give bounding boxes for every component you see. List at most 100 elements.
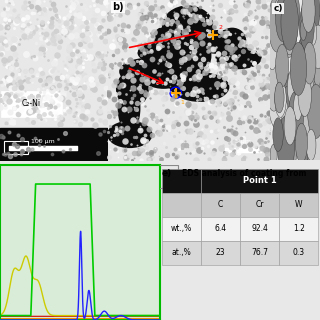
Text: 23: 23 bbox=[216, 248, 225, 257]
Circle shape bbox=[275, 26, 282, 49]
Circle shape bbox=[297, 108, 314, 161]
Ellipse shape bbox=[138, 42, 180, 63]
Circle shape bbox=[268, 0, 286, 52]
Ellipse shape bbox=[172, 72, 229, 102]
Bar bbox=[240, 193, 279, 217]
Circle shape bbox=[306, 129, 316, 161]
Circle shape bbox=[299, 47, 315, 98]
Bar bbox=[201, 217, 240, 241]
Circle shape bbox=[282, 9, 296, 58]
Text: 6.4: 6.4 bbox=[214, 224, 227, 233]
Circle shape bbox=[307, 49, 320, 94]
Circle shape bbox=[266, 58, 282, 111]
Ellipse shape bbox=[164, 32, 212, 79]
Circle shape bbox=[303, 67, 317, 112]
Ellipse shape bbox=[195, 30, 244, 54]
Circle shape bbox=[308, 141, 316, 169]
Circle shape bbox=[309, 80, 316, 102]
Circle shape bbox=[306, 94, 320, 142]
Text: W: W bbox=[295, 200, 302, 209]
Bar bbox=[201, 241, 240, 265]
Circle shape bbox=[273, 118, 283, 151]
Circle shape bbox=[281, 0, 298, 50]
Bar bbox=[201, 169, 318, 193]
Text: C: C bbox=[218, 200, 223, 209]
Circle shape bbox=[311, 129, 320, 181]
Circle shape bbox=[292, 58, 305, 98]
Circle shape bbox=[282, 7, 297, 55]
Bar bbox=[162, 169, 201, 193]
Ellipse shape bbox=[162, 5, 214, 48]
Circle shape bbox=[305, 58, 314, 86]
Circle shape bbox=[304, 0, 320, 35]
Bar bbox=[201, 193, 240, 217]
Circle shape bbox=[293, 92, 302, 121]
Text: b): b) bbox=[112, 2, 124, 12]
Ellipse shape bbox=[148, 37, 180, 70]
Ellipse shape bbox=[116, 71, 149, 108]
Circle shape bbox=[295, 123, 308, 163]
Text: Point 1: Point 1 bbox=[243, 176, 276, 185]
Circle shape bbox=[269, 76, 285, 129]
Ellipse shape bbox=[169, 75, 191, 95]
Bar bbox=[240, 217, 279, 241]
Ellipse shape bbox=[150, 26, 182, 63]
Circle shape bbox=[276, 0, 290, 42]
Circle shape bbox=[298, 73, 312, 116]
Circle shape bbox=[275, 0, 281, 19]
Ellipse shape bbox=[218, 28, 246, 53]
Circle shape bbox=[303, 42, 316, 84]
Circle shape bbox=[309, 14, 320, 63]
Circle shape bbox=[281, 100, 288, 124]
Circle shape bbox=[287, 68, 300, 108]
Circle shape bbox=[287, 133, 297, 166]
Circle shape bbox=[275, 82, 284, 113]
Circle shape bbox=[309, 21, 317, 45]
Circle shape bbox=[302, 0, 315, 32]
Circle shape bbox=[278, 73, 294, 123]
Circle shape bbox=[276, 44, 289, 87]
Text: 5 μm: 5 μm bbox=[235, 139, 251, 144]
Bar bbox=[162, 193, 201, 217]
Circle shape bbox=[267, 75, 274, 97]
Circle shape bbox=[303, 102, 318, 152]
Circle shape bbox=[299, 83, 317, 139]
Circle shape bbox=[282, 86, 292, 121]
Text: 1: 1 bbox=[180, 100, 185, 105]
Circle shape bbox=[276, 28, 283, 50]
Text: 76.7: 76.7 bbox=[251, 248, 268, 257]
Bar bbox=[279, 193, 318, 217]
Text: 0.3: 0.3 bbox=[293, 248, 305, 257]
Ellipse shape bbox=[118, 85, 140, 132]
Text: e): e) bbox=[162, 170, 172, 179]
Circle shape bbox=[299, 50, 308, 77]
Text: C₂-Ni: C₂-Ni bbox=[22, 99, 41, 108]
Circle shape bbox=[288, 91, 304, 140]
Text: EDS analysis of coating from: EDS analysis of coating from bbox=[182, 170, 307, 179]
Text: 2: 2 bbox=[218, 25, 222, 30]
Ellipse shape bbox=[119, 58, 176, 85]
Circle shape bbox=[282, 0, 291, 27]
Circle shape bbox=[277, 116, 295, 173]
Circle shape bbox=[308, 84, 320, 139]
Text: wt.,%: wt.,% bbox=[171, 224, 192, 233]
Circle shape bbox=[311, 94, 320, 145]
FancyBboxPatch shape bbox=[1, 91, 62, 117]
Ellipse shape bbox=[107, 121, 152, 148]
Circle shape bbox=[274, 17, 281, 42]
Circle shape bbox=[270, 144, 277, 167]
Circle shape bbox=[311, 25, 320, 69]
Circle shape bbox=[288, 0, 300, 32]
Text: 100 μm: 100 μm bbox=[31, 139, 55, 144]
Ellipse shape bbox=[142, 65, 185, 89]
Bar bbox=[162, 241, 201, 265]
Circle shape bbox=[284, 107, 296, 145]
Text: 92.4: 92.4 bbox=[251, 224, 268, 233]
Text: Cr: Cr bbox=[255, 200, 264, 209]
Bar bbox=[279, 217, 318, 241]
Circle shape bbox=[277, 48, 284, 70]
Ellipse shape bbox=[215, 47, 262, 69]
Circle shape bbox=[312, 115, 320, 164]
Circle shape bbox=[301, 0, 312, 35]
Circle shape bbox=[267, 34, 278, 70]
